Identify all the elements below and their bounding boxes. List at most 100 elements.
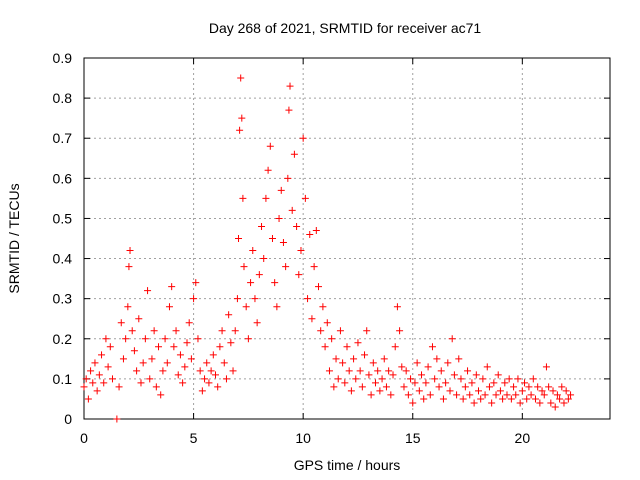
data-point xyxy=(95,371,103,379)
data-point xyxy=(418,371,426,379)
data-point xyxy=(466,391,474,399)
data-point xyxy=(253,319,261,327)
data-point xyxy=(161,335,169,343)
y-tick-label: 0.7 xyxy=(53,130,73,146)
y-tick-label: 0.5 xyxy=(53,210,73,226)
data-point xyxy=(108,375,116,383)
data-point xyxy=(529,375,537,383)
data-point xyxy=(483,363,491,371)
data-point xyxy=(205,379,213,387)
data-point xyxy=(229,367,237,375)
data-point xyxy=(455,355,463,363)
data-point xyxy=(231,327,239,335)
data-point xyxy=(237,74,245,82)
data-point xyxy=(479,375,487,383)
data-point xyxy=(299,134,307,142)
data-point xyxy=(523,395,531,403)
data-point xyxy=(181,363,189,371)
data-point xyxy=(286,82,294,90)
data-point xyxy=(435,383,443,391)
data-point xyxy=(172,327,180,335)
data-point xyxy=(295,271,303,279)
data-point xyxy=(137,379,145,387)
data-point xyxy=(345,367,353,375)
data-point xyxy=(236,126,244,134)
data-point xyxy=(556,395,564,403)
data-point xyxy=(239,194,247,202)
data-point xyxy=(157,391,165,399)
data-point xyxy=(547,399,555,407)
data-point xyxy=(225,311,233,319)
data-point xyxy=(404,391,412,399)
data-point xyxy=(413,359,421,367)
data-point xyxy=(564,395,572,403)
data-point xyxy=(168,283,176,291)
data-point xyxy=(365,371,373,379)
data-point xyxy=(198,387,206,395)
data-point xyxy=(400,383,408,391)
data-point xyxy=(347,387,355,395)
data-point xyxy=(549,387,557,395)
data-point xyxy=(481,391,489,399)
data-point xyxy=(514,375,522,383)
data-point xyxy=(163,359,171,367)
data-point xyxy=(275,214,283,222)
data-point xyxy=(89,379,97,387)
data-point xyxy=(560,399,568,407)
data-point xyxy=(319,303,327,311)
data-point xyxy=(304,295,312,303)
data-point xyxy=(240,263,248,271)
data-point xyxy=(266,142,274,150)
data-point xyxy=(183,339,191,347)
data-point xyxy=(293,222,301,230)
data-point xyxy=(249,247,257,255)
data-point xyxy=(260,255,268,263)
data-point xyxy=(336,327,344,335)
data-point xyxy=(461,383,469,391)
data-point xyxy=(323,319,331,327)
data-point xyxy=(115,383,123,391)
data-point xyxy=(540,391,548,399)
data-point xyxy=(218,327,226,335)
data-point xyxy=(106,343,114,351)
data-point xyxy=(117,319,125,327)
data-point xyxy=(492,391,500,399)
data-point xyxy=(104,363,112,371)
data-point xyxy=(212,371,219,379)
data-point xyxy=(374,367,382,375)
data-point xyxy=(350,355,358,363)
data-point xyxy=(501,379,509,387)
data-point xyxy=(255,271,263,279)
data-point xyxy=(146,375,154,383)
data-point xyxy=(84,395,92,403)
data-point xyxy=(258,222,266,230)
data-point xyxy=(518,387,526,395)
data-point xyxy=(422,379,430,387)
data-point xyxy=(470,399,478,407)
data-point xyxy=(567,391,575,399)
data-point xyxy=(113,415,121,423)
data-point xyxy=(446,387,454,395)
data-point xyxy=(496,387,504,395)
data-point xyxy=(216,343,224,351)
data-point xyxy=(155,343,163,351)
data-point xyxy=(407,375,415,383)
data-point xyxy=(187,355,195,363)
data-point xyxy=(176,351,184,359)
grid-lines xyxy=(84,58,610,419)
y-tick-label: 0.4 xyxy=(53,251,73,267)
x-tick-label: 15 xyxy=(405,430,421,446)
data-point xyxy=(361,351,369,359)
data-point xyxy=(288,206,296,214)
data-point xyxy=(279,239,287,247)
data-point xyxy=(358,383,366,391)
data-point xyxy=(227,339,235,347)
data-point xyxy=(396,327,404,335)
data-point xyxy=(516,399,524,407)
data-point xyxy=(488,399,496,407)
data-point xyxy=(192,279,200,287)
data-point xyxy=(233,295,241,303)
x-tick-label: 5 xyxy=(190,430,198,446)
data-point xyxy=(442,379,450,387)
plot-frame xyxy=(83,57,611,420)
